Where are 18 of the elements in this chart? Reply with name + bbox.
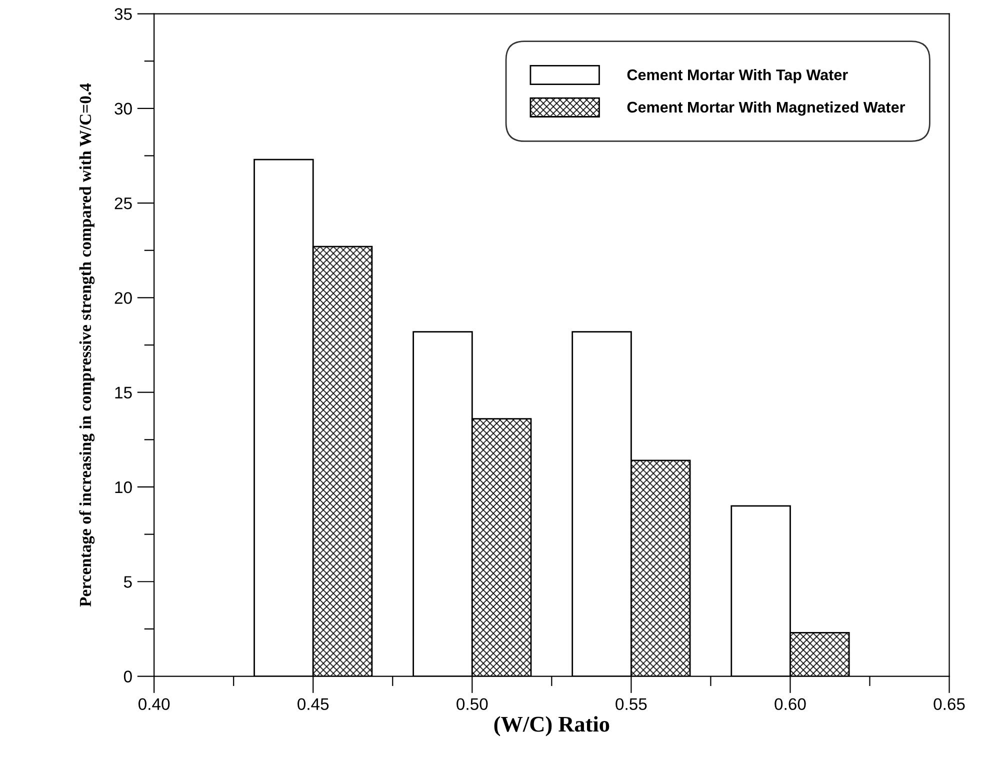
y-tick-label: 20: [114, 292, 132, 304]
x-tick-label: 0.65: [934, 698, 965, 710]
y-tick-label: 15: [115, 386, 132, 399]
x-axis-title: (W/C) Ratio: [494, 716, 610, 736]
y-tick-label: 35: [114, 8, 132, 20]
x-tick-label: 0.50: [456, 698, 488, 710]
x-tick-label: 0.55: [616, 698, 647, 710]
y-tick-label: 10: [115, 481, 132, 494]
x-tick-label: 0.60: [774, 698, 806, 710]
legend-label: Cement Mortar With Tap Water: [627, 69, 848, 84]
y-tick-label: 5: [124, 576, 132, 588]
y-tick-label: 30: [114, 102, 132, 115]
x-tick-label: 0.45: [298, 698, 329, 710]
y-axis-title: Percentage of increasing in compressive strength compared with W/C=0.4: [79, 83, 95, 607]
x-tick-label: 0.40: [138, 698, 170, 710]
legend-label: Cement Mortar With Magnetized Water: [627, 101, 906, 116]
y-tick-label: 0: [124, 670, 132, 682]
y-tick-label: 25: [114, 197, 132, 210]
